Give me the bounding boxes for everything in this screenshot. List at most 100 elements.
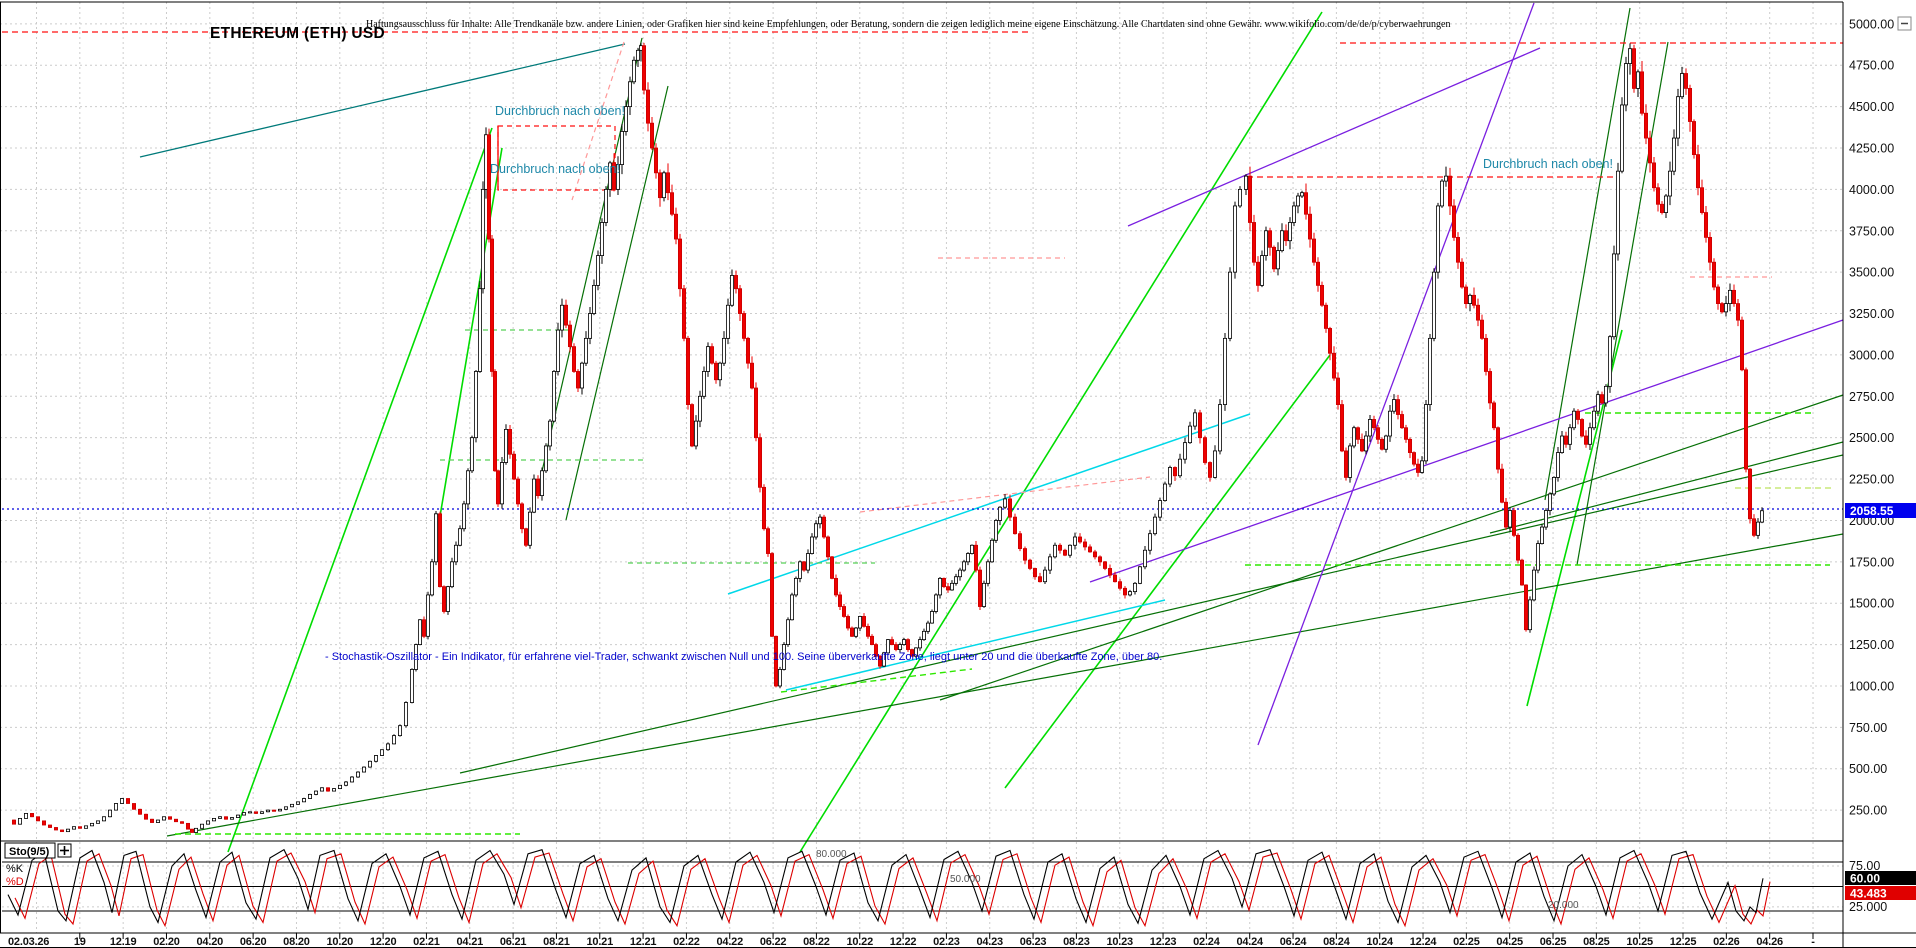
candle-body bbox=[842, 606, 847, 617]
candle-body bbox=[1476, 304, 1481, 321]
candle-body bbox=[1420, 460, 1425, 473]
candle-body bbox=[1400, 414, 1405, 429]
candle-body bbox=[1244, 175, 1249, 190]
candle-body bbox=[1584, 435, 1589, 445]
candle-body bbox=[994, 520, 999, 541]
stoch-k-line bbox=[7, 848, 1764, 925]
candle-body bbox=[878, 655, 883, 667]
candle-body bbox=[60, 829, 65, 833]
candle-body bbox=[1018, 533, 1023, 549]
x-tick-label: 19 bbox=[74, 936, 86, 948]
candle-body bbox=[445, 586, 450, 612]
candle-body bbox=[457, 528, 462, 546]
candle-body bbox=[1063, 549, 1068, 556]
candle-body bbox=[1143, 549, 1148, 568]
candle-body bbox=[477, 288, 482, 372]
candle-body bbox=[1668, 170, 1673, 197]
candle-body bbox=[966, 553, 971, 563]
candle-body bbox=[650, 122, 655, 149]
candle-body bbox=[271, 809, 276, 812]
x-tick-label: 10.23 bbox=[1106, 936, 1133, 948]
trend-line-dg bbox=[166, 533, 1844, 837]
candle-body bbox=[283, 806, 288, 810]
candle-body bbox=[1288, 222, 1293, 242]
candle-body bbox=[536, 478, 541, 497]
candle-body bbox=[806, 553, 811, 571]
candle-body bbox=[1512, 510, 1517, 536]
candle-body bbox=[674, 213, 679, 240]
candle-body bbox=[1013, 516, 1018, 535]
trend-line-lime bbox=[1004, 354, 1331, 789]
candle-body bbox=[1356, 427, 1361, 440]
candle-body bbox=[746, 337, 751, 364]
candle-body bbox=[1380, 438, 1385, 450]
add-indicator-icon[interactable] bbox=[57, 843, 72, 858]
candle-body bbox=[1612, 253, 1617, 338]
x-tick-label: 10.20 bbox=[327, 936, 354, 948]
candle-body bbox=[946, 586, 951, 591]
price-tick-label: 2750.00 bbox=[1849, 390, 1894, 404]
price-tick-label: 2250.00 bbox=[1849, 473, 1894, 487]
x-tick-label: 12.20 bbox=[370, 936, 397, 948]
candle-body bbox=[1600, 394, 1605, 404]
trend-line-vio bbox=[1257, 2, 1535, 746]
price-tick-label: 4750.00 bbox=[1849, 59, 1894, 73]
candle-body bbox=[313, 790, 318, 795]
candle-body bbox=[1596, 394, 1601, 412]
x-tick-label: 04.26 bbox=[1756, 936, 1783, 948]
candle-body bbox=[409, 669, 414, 703]
candle-body bbox=[289, 803, 294, 808]
candle-body bbox=[1504, 501, 1509, 528]
candle-body bbox=[137, 808, 142, 815]
candle-body bbox=[722, 337, 727, 364]
candlestick-series bbox=[11, 42, 1765, 833]
candle-body bbox=[706, 346, 711, 372]
candle-body bbox=[830, 556, 835, 579]
candle-body bbox=[361, 766, 366, 773]
candle-body bbox=[690, 404, 695, 447]
trend-line-sdash bbox=[571, 41, 625, 201]
candle-body bbox=[910, 649, 915, 657]
candle-body bbox=[1264, 230, 1269, 256]
candle-body bbox=[1752, 518, 1757, 536]
candle-body bbox=[1213, 450, 1218, 478]
candle-body bbox=[620, 131, 625, 165]
candle-body bbox=[942, 577, 947, 588]
collapse-icon[interactable] bbox=[1897, 16, 1912, 31]
candle-body bbox=[738, 288, 743, 314]
x-tick-label: 12.21 bbox=[630, 936, 657, 948]
trend-line-lime bbox=[227, 127, 493, 853]
candle-body bbox=[1260, 255, 1265, 286]
candle-body bbox=[1392, 399, 1397, 412]
candle-body bbox=[694, 420, 699, 447]
candle-body bbox=[1444, 175, 1449, 182]
candle-body bbox=[1440, 180, 1445, 207]
candle-body bbox=[682, 288, 687, 339]
candle-body bbox=[84, 825, 89, 829]
candle-body bbox=[1093, 551, 1098, 558]
candle-body bbox=[1188, 425, 1193, 444]
stoch-d-badge: 43.483 bbox=[1850, 887, 1887, 901]
x-tick-label: 02.26 bbox=[1713, 936, 1740, 948]
candle-body bbox=[886, 639, 891, 654]
candle-body bbox=[1168, 467, 1173, 485]
candle-body bbox=[1692, 121, 1697, 156]
candle-body bbox=[770, 553, 775, 637]
candle-body bbox=[102, 816, 107, 822]
candle-body bbox=[379, 749, 384, 756]
candle-body bbox=[930, 611, 935, 624]
candle-body bbox=[798, 561, 803, 579]
x-tick-label: 08.24 bbox=[1323, 936, 1351, 948]
candle-body bbox=[1660, 203, 1665, 213]
candle-body bbox=[592, 284, 597, 314]
x-tick-label: 08.21 bbox=[543, 936, 570, 948]
candle-body bbox=[265, 809, 270, 813]
candle-body bbox=[1233, 205, 1238, 273]
candle-body bbox=[1043, 569, 1048, 583]
trend-line-vio bbox=[1089, 319, 1844, 583]
candle-body bbox=[78, 826, 83, 829]
candle-body bbox=[730, 275, 735, 306]
trend-line-bgdash bbox=[780, 668, 973, 693]
trend-lines bbox=[2, 2, 1844, 853]
